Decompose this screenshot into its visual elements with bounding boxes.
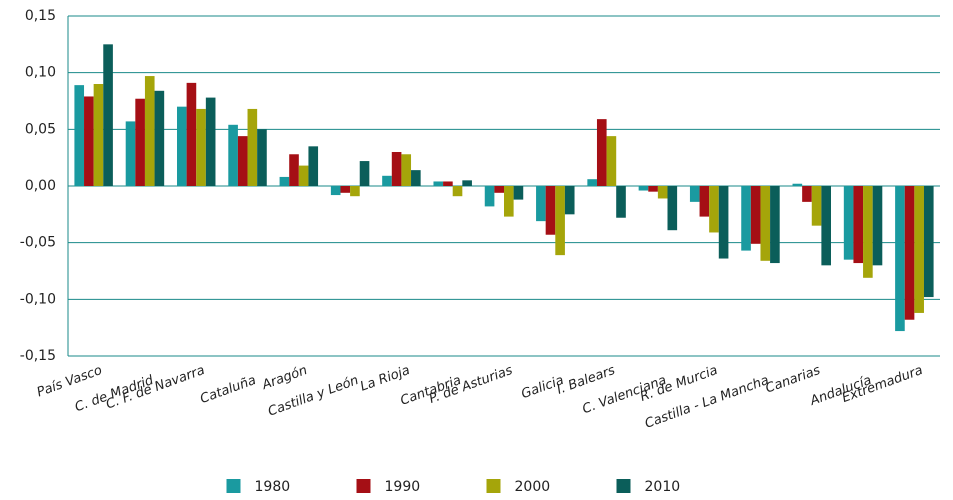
y-tick-label: 0,10: [25, 65, 56, 81]
bar: [289, 154, 299, 186]
bar: [648, 186, 658, 192]
legend-swatch: [486, 479, 501, 493]
bar: [770, 186, 780, 264]
bar: [135, 98, 145, 186]
y-tick-label: -0,15: [20, 348, 56, 364]
bar: [452, 186, 463, 197]
bar: [616, 186, 626, 218]
bar: [667, 186, 678, 231]
bar: [494, 186, 504, 193]
bar: [596, 119, 607, 186]
bar: [545, 186, 556, 235]
bar: [872, 186, 883, 266]
bar: [257, 129, 267, 186]
bar: [401, 154, 412, 186]
bar: [513, 186, 524, 200]
y-tick-label: -0,10: [20, 291, 56, 307]
legend-label: 2000: [515, 479, 551, 495]
bar: [103, 44, 113, 187]
y-tick-label: -0,05: [20, 235, 56, 251]
bar: [564, 186, 575, 215]
bar: [863, 186, 873, 278]
bar: [657, 186, 668, 199]
bar: [443, 181, 453, 186]
bar: [904, 186, 915, 320]
bar: [298, 165, 309, 186]
bar: [125, 121, 136, 186]
bar: [750, 186, 761, 244]
bar: [186, 82, 197, 186]
x-tick-label: Canarias: [764, 363, 823, 397]
bar: [792, 183, 803, 186]
y-tick-label: 0,15: [25, 8, 56, 24]
bar: [821, 186, 831, 266]
legend-label: 2010: [645, 479, 681, 495]
bar: [247, 108, 258, 186]
bar: [536, 186, 546, 222]
x-tick-label: Aragón: [259, 363, 309, 393]
bar: [709, 186, 719, 233]
bar: [843, 186, 854, 260]
legend-swatch: [226, 479, 241, 493]
bar: [237, 136, 248, 186]
bar: [154, 90, 165, 186]
bar: [504, 186, 514, 217]
bar: [606, 136, 617, 186]
bar: [689, 186, 700, 202]
legend-swatch: [356, 479, 371, 493]
bar: [555, 186, 565, 256]
bar: [205, 97, 216, 186]
bar: [923, 186, 934, 298]
bar: [741, 186, 751, 251]
bar: [330, 186, 341, 196]
bar: [811, 186, 822, 226]
bar: [587, 179, 597, 186]
bar: [718, 186, 729, 259]
bar: [228, 124, 238, 186]
bar: [895, 186, 905, 332]
bar: [484, 186, 495, 207]
bar: [308, 146, 319, 186]
bar: [74, 85, 85, 186]
bar: [93, 84, 104, 186]
bar: [177, 106, 187, 186]
x-tick-label: La Rioja: [358, 363, 412, 395]
legend-swatch: [616, 479, 631, 493]
y-tick-label: 0,05: [25, 121, 56, 137]
bar: [391, 152, 402, 186]
bar: [699, 186, 710, 217]
bar: [84, 96, 94, 186]
bar: [382, 175, 392, 186]
bar: [462, 180, 472, 186]
bar: [359, 161, 370, 186]
bar: [914, 186, 924, 313]
bar: [433, 181, 444, 186]
legend-label: 1990: [385, 479, 421, 495]
bar: [144, 76, 155, 186]
bar: [760, 186, 771, 261]
bar: [279, 176, 290, 186]
bar: [350, 186, 360, 197]
bar: [853, 186, 864, 264]
legend-label: 1980: [255, 479, 291, 495]
x-tick-label: Cataluña: [198, 373, 258, 407]
bar: [411, 170, 421, 186]
bar: [802, 186, 812, 202]
bar: [638, 186, 649, 191]
y-tick-label: 0,00: [25, 178, 56, 194]
bar: [340, 186, 351, 193]
bar: [196, 108, 206, 186]
